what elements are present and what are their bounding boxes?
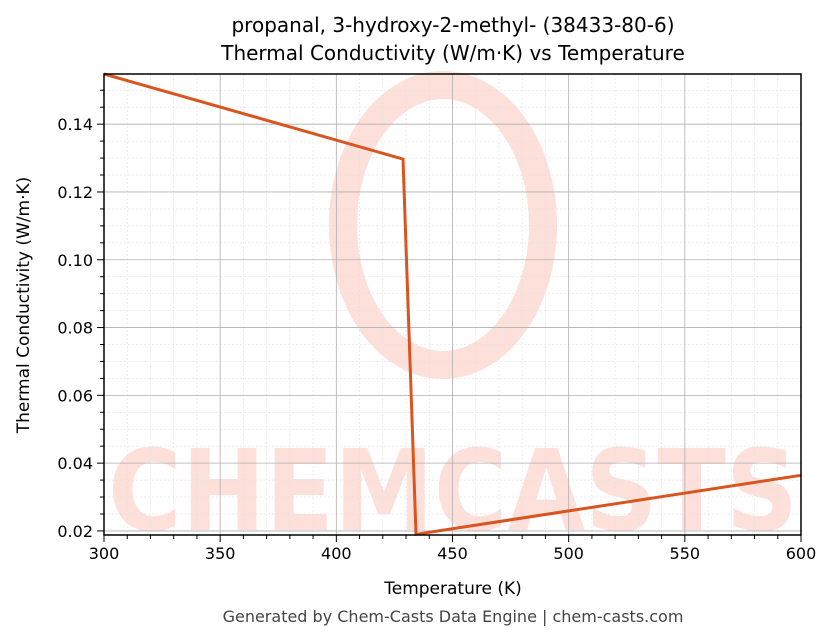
x-tick-label: 350 — [205, 544, 236, 563]
y-tick-label: 0.12 — [57, 183, 93, 202]
y-axis-ticks: 0.02 0.04 0.06 0.08 0.10 0.12 0.14 — [57, 89, 104, 541]
y-tick-label: 0.14 — [57, 115, 93, 134]
y-tick-label: 0.06 — [57, 386, 93, 405]
y-tick-label: 0.08 — [57, 319, 93, 338]
chart-title-line2: Thermal Conductivity (W/m·K) vs Temperat… — [221, 41, 685, 65]
x-tick-label: 550 — [670, 544, 701, 563]
x-tick-label: 500 — [553, 544, 584, 563]
x-tick-label: 450 — [437, 544, 468, 563]
watermark: CHEMCASTS — [108, 71, 798, 557]
x-axis-ticks: 300 350 400 450 500 550 600 — [89, 535, 817, 563]
chart-title-line1: propanal, 3-hydroxy-2-methyl- (38433-80-… — [231, 13, 675, 37]
y-tick-label: 0.04 — [57, 454, 93, 473]
y-axis-label: Thermal Conductivity (W/m·K) — [14, 177, 34, 435]
x-tick-label: 600 — [786, 544, 817, 563]
x-tick-label: 300 — [89, 544, 120, 563]
x-axis-label: Temperature (K) — [383, 579, 522, 599]
y-tick-label: 0.10 — [57, 251, 93, 270]
footer-credit: Generated by Chem-Casts Data Engine | ch… — [222, 607, 684, 626]
y-tick-label: 0.02 — [57, 522, 93, 541]
data-series — [103, 72, 802, 537]
x-tick-label: 400 — [321, 544, 352, 563]
major-grid — [103, 74, 802, 535]
